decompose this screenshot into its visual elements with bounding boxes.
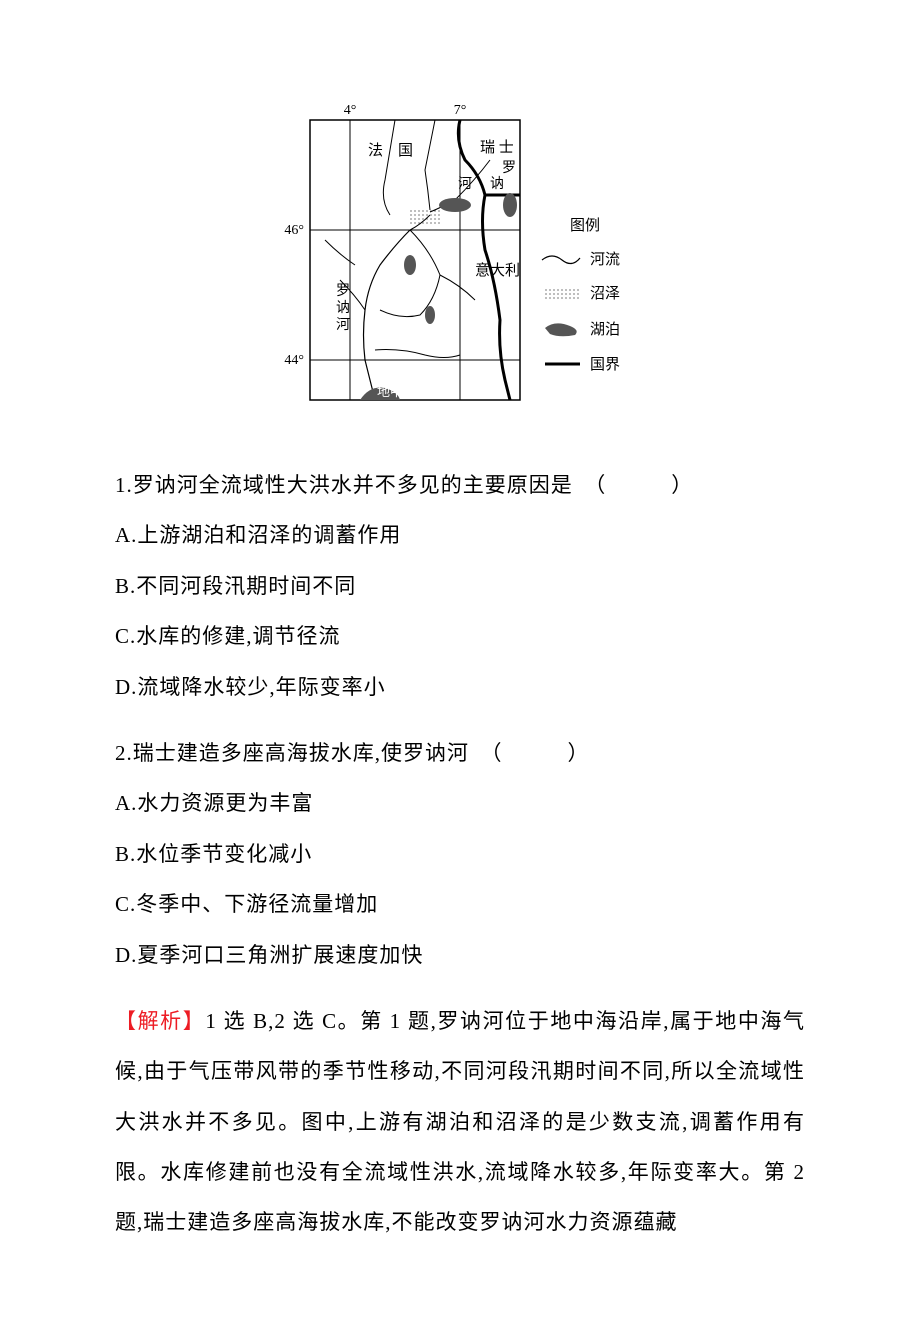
label-swiss: 瑞 士: [480, 139, 514, 156]
label-italy: 意大利: [475, 261, 520, 279]
q2-paren: （ ）: [491, 741, 597, 765]
legend-lake-icon: [545, 323, 577, 336]
legend-lake: 湖泊: [590, 321, 620, 338]
lake-2: [404, 255, 416, 275]
lat-label-1: 46°: [284, 223, 304, 238]
river-1: [383, 120, 395, 215]
analysis-paragraph: 【解析】1 选 B,2 选 C。第 1 题,罗讷河位于地中海沿岸,属于地中海气候…: [115, 996, 805, 1248]
label-sea: 地中海: [377, 384, 416, 399]
q1-option-a: A.上游湖泊和沼泽的调蓄作用: [115, 510, 805, 560]
lon-label-1: 4°: [344, 103, 357, 118]
lake-3: [425, 306, 435, 324]
q2-stem-text: 2.瑞士建造多座高海拔水库,使罗讷河: [115, 741, 469, 765]
river-rhone-main: [364, 230, 411, 400]
legend-border: 国界: [590, 356, 620, 373]
q2-option-d: D.夏季河口三角洲扩展速度加快: [115, 930, 805, 980]
q2-option-b: B.水位季节变化减小: [115, 829, 805, 879]
lat-label-2: 44°: [284, 353, 304, 368]
analysis-label: 【解析】: [115, 1009, 205, 1033]
question-1: 1.罗讷河全流域性大洪水并不多见的主要原因是 （ ） A.上游湖泊和沼泽的调蓄作…: [115, 460, 805, 712]
label-river-u2: 讷: [490, 176, 504, 192]
label-river-u1: 罗: [502, 161, 516, 176]
q1-option-c: C.水库的修建,调节径流: [115, 611, 805, 661]
lake-4: [503, 193, 517, 217]
label-river-l2: 讷: [336, 300, 350, 316]
q1-option-d: D.流域降水较少,年际变率小: [115, 662, 805, 712]
river-2: [425, 120, 435, 210]
q1-stem-text: 1.罗讷河全流域性大洪水并不多见的主要原因是: [115, 473, 573, 497]
q1-stem: 1.罗讷河全流域性大洪水并不多见的主要原因是 （ ）: [115, 460, 805, 510]
legend-river: 河流: [590, 251, 620, 268]
question-2: 2.瑞士建造多座高海拔水库,使罗讷河 （ ） A.水力资源更为丰富 B.水位季节…: [115, 728, 805, 980]
label-river-l3: 河: [336, 317, 350, 333]
map-svg: 4° 7° 46° 44°: [280, 100, 640, 420]
river-trib-3: [375, 350, 460, 358]
analysis-text: 1 选 B,2 选 C。第 1 题,罗讷河位于地中海沿岸,属于地中海气候,由于气…: [115, 1009, 805, 1235]
border-italy: [483, 195, 511, 400]
swamp-area: [410, 208, 440, 226]
lon-label-2: 7°: [454, 103, 467, 118]
river-trib-2: [440, 275, 475, 300]
legend-swamp: 沼泽: [590, 285, 620, 302]
q1-option-b: B.不同河段汛期时间不同: [115, 561, 805, 611]
label-france: 法 国: [368, 142, 413, 159]
lake-1: [439, 198, 471, 212]
legend-title: 图例: [570, 217, 600, 234]
q2-option-a: A.水力资源更为丰富: [115, 778, 805, 828]
label-river-u3: 河: [458, 176, 472, 192]
map-figure: 4° 7° 46° 44°: [280, 100, 640, 420]
q2-stem: 2.瑞士建造多座高海拔水库,使罗讷河 （ ）: [115, 728, 805, 778]
legend-swamp-icon: [545, 290, 580, 298]
label-river-l1: 罗: [336, 284, 350, 299]
legend-river-icon: [542, 256, 580, 264]
river-3: [410, 215, 430, 230]
q1-paren: （ ）: [595, 473, 701, 497]
q2-option-c: C.冬季中、下游径流量增加: [115, 879, 805, 929]
